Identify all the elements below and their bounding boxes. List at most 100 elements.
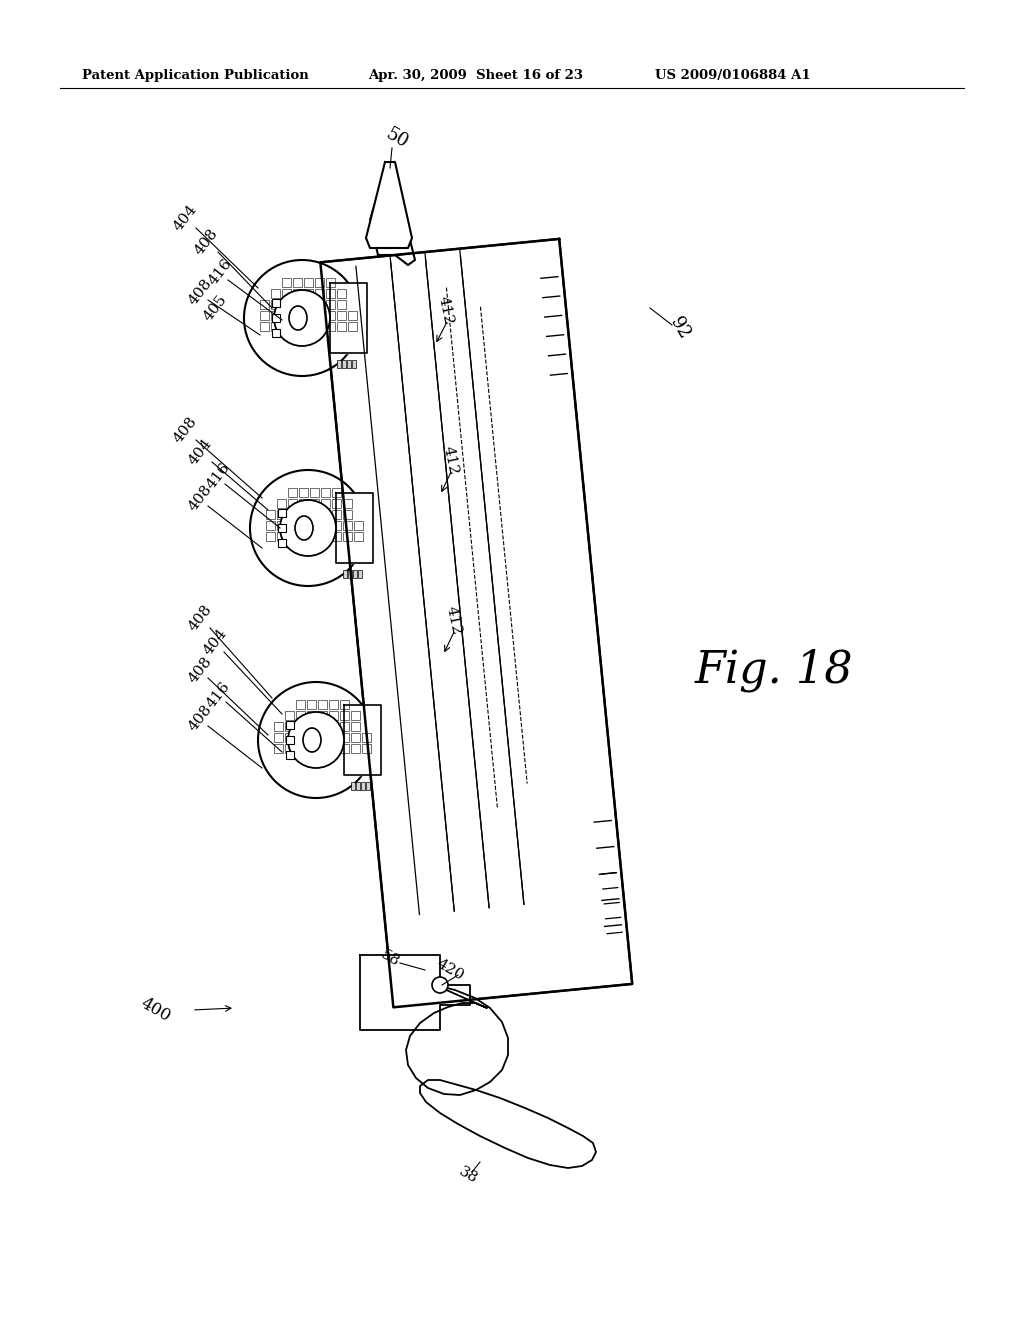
Bar (304, 312, 313, 319)
Bar (315, 300, 324, 309)
Bar (296, 700, 305, 709)
Polygon shape (321, 239, 632, 1007)
Bar (304, 322, 313, 331)
Polygon shape (360, 954, 470, 1030)
Bar (278, 510, 286, 517)
Bar (307, 744, 316, 752)
Bar (315, 322, 324, 331)
Bar (351, 733, 360, 742)
Bar (293, 312, 302, 319)
Bar (318, 711, 327, 719)
Bar (307, 722, 316, 731)
Polygon shape (406, 985, 508, 1096)
Bar (315, 279, 324, 286)
Text: 38: 38 (456, 1164, 480, 1185)
Circle shape (288, 711, 344, 768)
Bar (356, 781, 360, 789)
Bar (282, 279, 291, 286)
Bar (351, 722, 360, 731)
Bar (318, 744, 327, 752)
Bar (282, 300, 291, 309)
Bar (348, 570, 352, 578)
Bar (271, 322, 280, 331)
Bar (321, 510, 330, 519)
Bar (337, 300, 346, 309)
Text: 400: 400 (137, 995, 173, 1026)
Bar (343, 499, 352, 508)
Bar (358, 570, 362, 578)
Bar (315, 312, 324, 319)
Bar (340, 733, 349, 742)
Bar (321, 488, 330, 498)
Bar (307, 711, 316, 719)
Text: 408: 408 (185, 702, 214, 734)
Polygon shape (370, 170, 415, 265)
Bar (272, 314, 280, 322)
Text: 408: 408 (171, 414, 200, 446)
Bar (310, 499, 319, 508)
Bar (272, 300, 280, 308)
Bar (332, 488, 341, 498)
Bar (326, 279, 335, 286)
Bar (343, 521, 352, 531)
Text: 408: 408 (185, 276, 214, 308)
Bar (278, 539, 286, 546)
Bar (318, 700, 327, 709)
Bar (260, 300, 269, 309)
Bar (304, 300, 313, 309)
Bar (310, 532, 319, 541)
Bar (354, 521, 362, 531)
Bar (299, 510, 308, 519)
Bar (332, 510, 341, 519)
Bar (348, 312, 357, 319)
Bar (318, 733, 327, 742)
Bar (278, 499, 286, 508)
Bar (340, 711, 349, 719)
Bar (299, 521, 308, 531)
Bar (288, 521, 297, 531)
Bar (343, 532, 352, 541)
Bar (288, 499, 297, 508)
Bar (329, 733, 338, 742)
Bar (285, 722, 294, 731)
Bar (260, 322, 269, 331)
Bar (282, 312, 291, 319)
Bar (337, 322, 346, 331)
Bar (299, 532, 308, 541)
Bar (278, 524, 286, 532)
Bar (304, 279, 313, 286)
Polygon shape (330, 282, 367, 352)
Bar (329, 744, 338, 752)
Text: 50: 50 (383, 124, 412, 152)
Polygon shape (336, 492, 373, 564)
Bar (278, 510, 286, 519)
Bar (354, 532, 362, 541)
Text: 408: 408 (191, 226, 220, 257)
Bar (321, 521, 330, 531)
Text: 404: 404 (201, 626, 229, 657)
Bar (347, 360, 351, 368)
Bar (285, 711, 294, 719)
Text: 416: 416 (204, 461, 232, 492)
Bar (260, 312, 269, 319)
Text: 405: 405 (201, 292, 229, 323)
Circle shape (244, 260, 360, 376)
Bar (271, 300, 280, 309)
Bar (266, 510, 275, 519)
Text: US 2009/0106884 A1: US 2009/0106884 A1 (655, 69, 811, 82)
Circle shape (432, 977, 449, 993)
Bar (278, 521, 286, 531)
Bar (296, 744, 305, 752)
Bar (285, 744, 294, 752)
Bar (321, 499, 330, 508)
Bar (310, 488, 319, 498)
Bar (299, 488, 308, 498)
Bar (282, 322, 291, 331)
Bar (351, 711, 360, 719)
Circle shape (258, 682, 374, 799)
Bar (288, 510, 297, 519)
Bar (296, 733, 305, 742)
Bar (352, 360, 356, 368)
Bar (337, 360, 341, 368)
Bar (326, 289, 335, 298)
